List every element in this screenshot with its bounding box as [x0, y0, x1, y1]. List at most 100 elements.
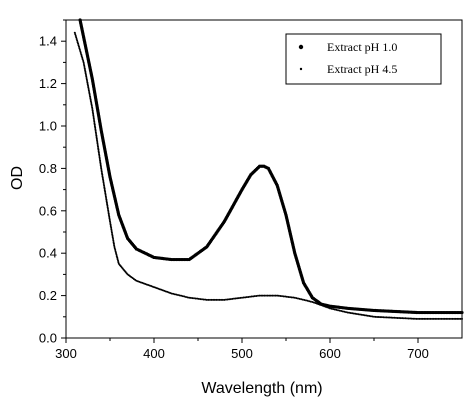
data-point [191, 297, 194, 300]
data-point [80, 53, 83, 56]
data-point [185, 295, 187, 298]
data-point [114, 248, 117, 251]
data-point [112, 241, 115, 244]
x-tick-label: 700 [407, 346, 429, 361]
y-axis-ticks: 0.0 0.2 0.4 0.6 0.8 1.0 1.2 1.4 [39, 19, 66, 346]
data-point [86, 81, 89, 84]
data-point [112, 237, 115, 240]
x-axis-ticks: 300 400 500 600 700 [55, 338, 429, 361]
data-point [88, 94, 91, 97]
data-point [199, 298, 202, 301]
y-tick-label: 0.8 [39, 161, 57, 176]
data-point [229, 298, 232, 301]
data-point [73, 31, 76, 34]
data-point [257, 294, 259, 297]
data-point [298, 297, 301, 300]
data-point [113, 245, 116, 248]
data-point [448, 317, 451, 320]
data-point [431, 317, 434, 320]
data-point [391, 316, 394, 319]
data-point [454, 317, 457, 320]
data-point [382, 316, 385, 319]
data-point [276, 294, 279, 297]
data-point [95, 137, 98, 140]
plot-frame [65, 19, 463, 339]
data-point [330, 307, 333, 310]
data-point [376, 315, 379, 318]
data-point [371, 315, 374, 318]
data-point [407, 317, 410, 320]
data-point [261, 294, 264, 297]
data-point [104, 195, 107, 198]
data-point [85, 76, 88, 79]
data-point [409, 317, 412, 320]
data-point [423, 317, 426, 320]
data-point [94, 131, 97, 134]
data-point [75, 36, 78, 39]
x-tick-label: 600 [319, 346, 341, 361]
data-point [113, 244, 116, 247]
data-point [451, 317, 454, 320]
data-point [404, 317, 407, 320]
data-point [181, 295, 184, 298]
data-point [89, 95, 92, 98]
data-point [92, 115, 95, 118]
data-point [110, 228, 113, 231]
data-point [115, 253, 118, 256]
y-tick-label: 1.4 [39, 34, 57, 49]
data-point [277, 294, 280, 297]
data-point [109, 225, 112, 228]
data-point [110, 226, 113, 229]
legend: Extract pH 1.0 Extract pH 4.5 [285, 33, 442, 85]
y-tick-label: 1.0 [39, 119, 57, 134]
data-point [83, 66, 86, 69]
data-point [98, 156, 101, 159]
data-point [109, 223, 112, 226]
data-point [295, 297, 298, 300]
data-point [393, 316, 396, 319]
data-point [377, 316, 380, 319]
data-point [89, 98, 92, 101]
data-point [446, 317, 449, 320]
data-point [461, 317, 463, 320]
data-point [282, 295, 285, 298]
data-point [84, 70, 87, 73]
data-point [76, 39, 79, 42]
data-point [241, 296, 243, 299]
series-ph1 [78, 18, 464, 315]
data-point [366, 314, 369, 317]
data-point [178, 294, 181, 297]
data-point [111, 234, 114, 237]
data-point [359, 313, 362, 316]
data-point [265, 294, 267, 297]
data-point [239, 296, 242, 299]
data-point [266, 294, 269, 297]
data-point [434, 317, 437, 320]
data-point [85, 78, 88, 81]
data-point [100, 172, 103, 175]
data-point [210, 298, 213, 301]
data-point [107, 211, 110, 214]
data-point [226, 298, 229, 301]
data-point [92, 117, 95, 120]
data-point [82, 62, 85, 65]
data-point [223, 298, 226, 301]
data-point [89, 100, 92, 103]
data-point [88, 90, 91, 93]
y-axis-title: OD [9, 166, 26, 190]
data-point [204, 298, 207, 301]
data-point [87, 86, 90, 89]
data-point [255, 294, 258, 297]
data-point [450, 317, 452, 320]
data-point [87, 89, 90, 92]
data-point [94, 128, 97, 131]
legend-label-ph1: Extract pH 1.0 [327, 40, 397, 54]
data-point [102, 181, 105, 184]
data-point [97, 148, 100, 151]
data-point [260, 294, 263, 297]
data-point [186, 296, 189, 299]
data-point [237, 297, 240, 300]
data-point [107, 212, 110, 215]
data-point [269, 294, 272, 297]
data-point [218, 298, 221, 301]
